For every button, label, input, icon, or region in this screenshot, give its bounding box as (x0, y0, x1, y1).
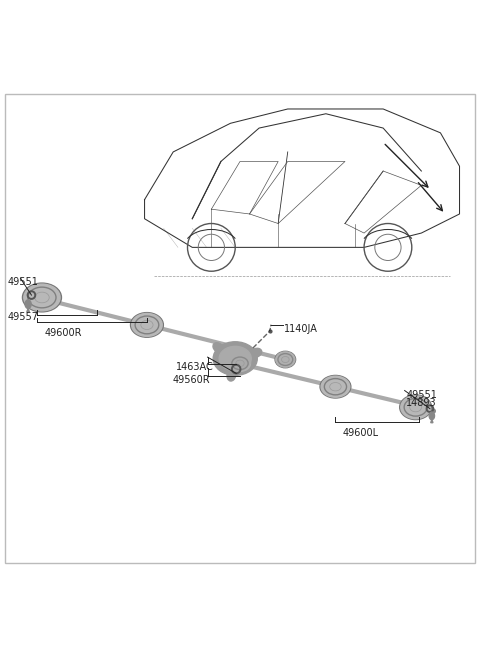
Ellipse shape (213, 343, 224, 353)
Text: 1463AC: 1463AC (176, 362, 213, 372)
Ellipse shape (219, 346, 251, 371)
Polygon shape (27, 308, 29, 312)
Ellipse shape (229, 355, 251, 371)
Text: 1140JA: 1140JA (284, 324, 318, 334)
Text: 14893: 14893 (406, 397, 437, 408)
Ellipse shape (400, 395, 432, 420)
Ellipse shape (250, 348, 262, 357)
Ellipse shape (227, 369, 236, 381)
Ellipse shape (23, 283, 61, 312)
Ellipse shape (213, 342, 257, 375)
Polygon shape (429, 412, 434, 420)
Polygon shape (431, 420, 433, 422)
Polygon shape (25, 300, 31, 308)
Text: 49600R: 49600R (44, 328, 82, 338)
Text: 49600L: 49600L (343, 428, 379, 438)
Ellipse shape (321, 376, 350, 397)
Text: 49551: 49551 (8, 277, 38, 287)
Ellipse shape (132, 313, 162, 336)
Ellipse shape (320, 375, 351, 398)
Ellipse shape (24, 284, 60, 311)
Text: 49557: 49557 (8, 312, 38, 322)
Ellipse shape (228, 355, 252, 372)
Ellipse shape (401, 396, 431, 419)
Ellipse shape (131, 313, 163, 337)
Text: 49560R: 49560R (172, 374, 210, 385)
Ellipse shape (275, 351, 296, 368)
Text: 49551: 49551 (406, 390, 437, 399)
Ellipse shape (276, 352, 295, 367)
